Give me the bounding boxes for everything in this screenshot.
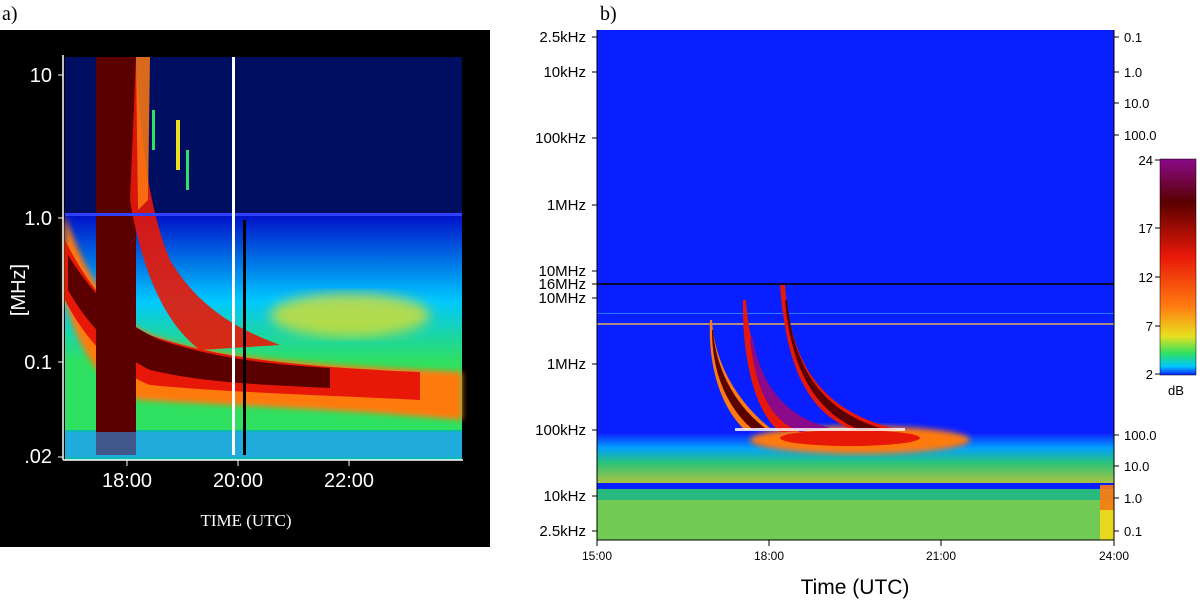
panel-b-y-label-10mhz-top: 10MHz [538,263,586,280]
panel-b-right-label-100-0-top: 100.0 [1124,128,1157,143]
panel-b-y-label-2-5khz-top: 2.5kHz [539,29,586,46]
panel-b-y-label-16mhz: 16MHz [538,276,586,293]
panel-b-right-label-1-0-low: 1.0 [1124,491,1142,506]
panel-b-x-tick-label-24: 24:00 [1099,549,1129,563]
panel-b-y-label-100khz-top: 100kHz [535,130,586,147]
panel-a-x-tick-label-18: 18:00 [102,470,152,492]
panel-b: b) [535,3,1197,599]
colorbar-tick-7: 7 [1146,319,1153,334]
panel-a: a) [0,3,490,547]
colorbar-tick-2: 2 [1146,367,1153,382]
colorbar-unit-label: dB [1168,383,1184,398]
panel-b-colorbar: 24 17 12 7 2 dB [1139,153,1197,398]
panel-b-right-label-0-1-low: 0.1 [1124,524,1142,539]
panel-b-spectrogram [597,30,1114,540]
panel-a-y-tick-label-0-1: 0.1 [24,352,52,374]
panel-b-x-ticks [596,540,1115,546]
panel-b-y-label-10khz-low: 10kHz [543,488,586,505]
panel-b-y-label-1mhz-low: 1MHz [547,356,586,373]
panel-a-x-ticks [126,460,350,466]
colorbar-tick-17: 17 [1139,221,1153,236]
panel-a-x-tick-label-22: 22:00 [324,470,374,492]
panel-a-y-axis-label: [MHz] [8,264,30,316]
panel-b-right-label-0-1-top: 0.1 [1124,30,1142,45]
panel-b-x-tick-label-18: 18:00 [754,549,784,563]
panel-b-right-label-10-0-top: 10.0 [1124,96,1149,111]
panel-a-y-ticks [58,74,63,458]
panel-b-x-axis-label: Time (UTC) [801,576,910,599]
panel-a-label: a) [2,3,18,25]
panel-b-right-label-1-0-top: 1.0 [1124,65,1142,80]
colorbar-gradient [1159,158,1197,376]
panel-b-right-label-10-0-low: 10.0 [1124,459,1149,474]
panel-b-y-label-2-5khz-low: 2.5kHz [539,523,586,540]
panel-a-x-tick-label-20: 20:00 [213,470,263,492]
panel-a-x-axis-label: TIME (UTC) [200,511,291,530]
panel-a-y-tick-label-1: 1.0 [24,208,52,230]
panel-a-marker-line [232,57,235,455]
panel-b-right-ticks [1114,36,1119,532]
panel-b-y-label-1mhz-top: 1MHz [547,197,586,214]
panel-a-y-tick-label-0-02: .02 [24,446,52,468]
panel-b-y-label-100khz-low: 100kHz [535,422,586,439]
panel-a-spectrogram [65,57,462,460]
panel-b-label: b) [600,3,617,25]
panel-b-y-label-10khz-top: 10kHz [543,64,586,81]
panel-b-x-tick-label-15: 15:00 [582,549,612,563]
panel-b-left-ticks [592,36,597,532]
panel-a-y-tick-label-10: 10 [30,65,52,87]
panel-b-right-label-100-0-low: 100.0 [1124,428,1157,443]
colorbar-tick-12: 12 [1139,270,1153,285]
colorbar-tick-24: 24 [1139,153,1153,168]
panel-b-x-tick-label-21: 21:00 [926,549,956,563]
panel-b-y-label-10mhz-low: 10MHz [538,290,586,307]
